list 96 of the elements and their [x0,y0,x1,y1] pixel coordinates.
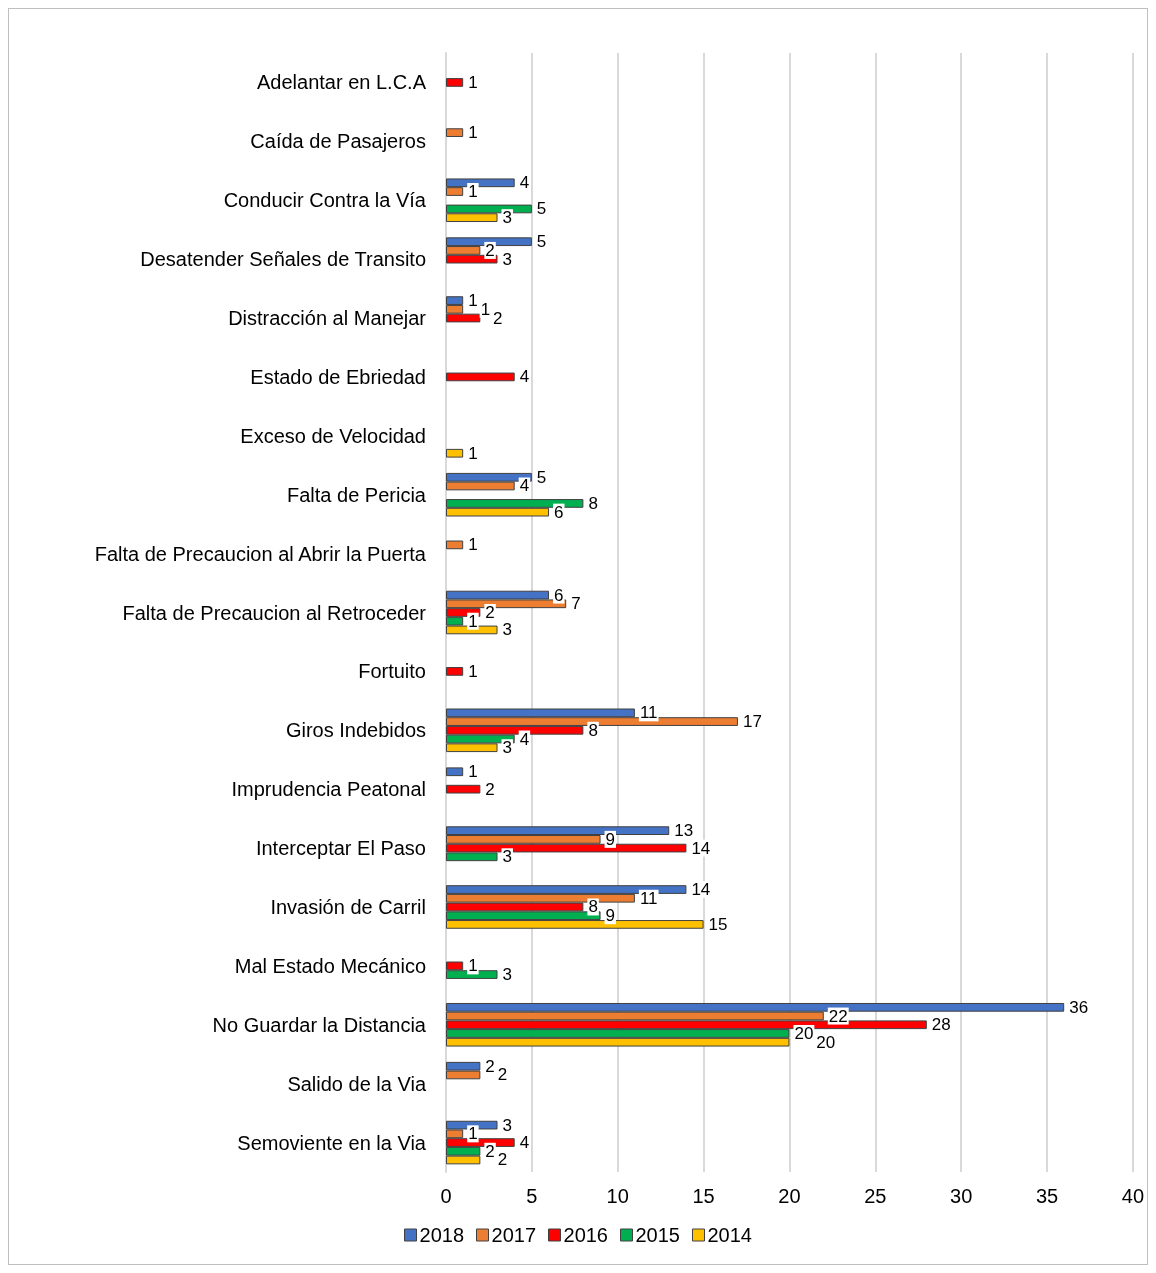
data-label: 4 [519,476,530,496]
y-tick-label: Exceso de Velocidad [240,424,426,447]
data-label: 3 [502,738,512,758]
legend-label: 2016 [563,1224,608,1246]
bar [446,78,464,87]
x-tick-label: 15 [692,1185,715,1207]
bar [446,667,464,676]
data-label: 14 [691,838,711,858]
data-label: 2 [497,1150,508,1170]
y-tick-label: Adelantar en L.C.A [257,71,427,94]
bar [446,784,481,794]
data-label: 2 [485,1056,495,1076]
y-tick-label: No Guardar la Distancia [212,1013,427,1036]
data-label: 1 [468,535,478,555]
data-label: 2 [485,779,495,799]
x-tick-label: 25 [864,1185,887,1207]
data-label: 8 [588,720,598,740]
data-label: 20 [794,1023,814,1043]
data-label: 15 [708,914,728,934]
data-label: 1 [468,661,478,681]
y-tick-label: Interceptar El Paso [255,837,426,860]
data-label: 2 [497,1065,508,1085]
data-label: 1 [468,762,478,782]
y-tick-label: Falta de Pericia [287,483,427,506]
data-label: 36 [1069,997,1089,1017]
data-label: 1 [480,299,491,319]
data-label: 1 [468,611,478,631]
data-label: 4 [519,729,530,749]
bar [446,128,464,137]
y-tick-label: Falta de Precaucion al Abrir la Puerta [94,542,427,565]
data-label: 1 [468,443,478,463]
data-label: 13 [674,821,694,841]
data-label: 28 [931,1015,951,1035]
data-label: 22 [828,1006,848,1026]
y-tick-label: Caída de Pasajeros [250,130,426,153]
data-label: 4 [519,173,530,193]
data-label: 8 [588,897,598,917]
data-label: 5 [536,232,547,252]
x-tick-label: 5 [526,1185,538,1207]
y-tick-label: Falta de Precaucion al Retroceder [122,601,427,624]
data-label: 3 [502,847,512,867]
x-tick-label: 40 [1121,1185,1144,1207]
data-label: 2 [485,240,495,260]
bar [446,372,515,382]
data-label: 1 [468,956,478,976]
data-label: 5 [536,467,547,487]
data-label: 5 [536,199,547,219]
data-label: 2 [485,1141,495,1161]
data-label: 11 [639,703,658,723]
y-tick-label: Invasión de Carril [270,895,426,918]
y-tick-label: Desatender Señales de Transito [140,248,426,271]
legend-label: 2018 [419,1224,465,1246]
y-tick-label: Mal Estado Mecánico [234,954,426,977]
y-tick-label: Estado de Ebriedad [250,365,426,388]
data-label: 3 [502,208,512,228]
x-tick-label: 20 [778,1185,801,1207]
data-label: 17 [742,712,762,732]
data-label: 3 [502,965,512,985]
data-label: 11 [639,888,658,908]
data-label: 1 [468,72,478,92]
data-label: 2 [493,308,503,328]
legend-label: 2015 [635,1224,680,1246]
data-label: 1 [468,1124,478,1144]
y-tick-label: Conducir Contra la Vía [223,189,427,212]
bar [446,448,464,458]
y-tick-label: Imprudencia Peatonal [231,778,426,801]
data-label: 4 [519,367,530,387]
data-label: 1 [468,182,478,202]
data-label: 4 [519,1133,530,1153]
data-label: 1 [468,123,478,143]
data-label: 6 [554,585,564,605]
bar [446,767,464,777]
y-tick-label: Salido de la Via [287,1072,427,1095]
bar [446,540,464,550]
y-tick-label: Fortuito [358,660,426,683]
x-tick-label: 10 [606,1185,629,1207]
data-label: 3 [502,249,512,269]
x-tick-label: 35 [1035,1185,1059,1207]
x-tick-label: 0 [440,1185,452,1207]
data-label: 9 [605,906,616,926]
data-label: 1 [468,291,478,311]
data-label: 9 [605,829,616,849]
legend-label: 2014 [707,1224,752,1246]
data-label: 20 [816,1032,836,1052]
y-tick-label: Giros Indebidos [285,719,426,742]
data-label: 2 [485,603,495,622]
data-label: 3 [502,1115,512,1135]
data-label: 6 [554,502,564,522]
data-label: 7 [571,594,581,614]
data-label: 14 [691,880,711,900]
legend-label: 2017 [491,1224,537,1246]
x-tick-label: 30 [950,1185,973,1207]
data-label: 3 [502,620,512,640]
data-label: 8 [588,493,598,513]
y-tick-label: Distracción al Manejar [228,307,427,330]
y-tick-label: Semoviente en la Via [237,1131,427,1154]
